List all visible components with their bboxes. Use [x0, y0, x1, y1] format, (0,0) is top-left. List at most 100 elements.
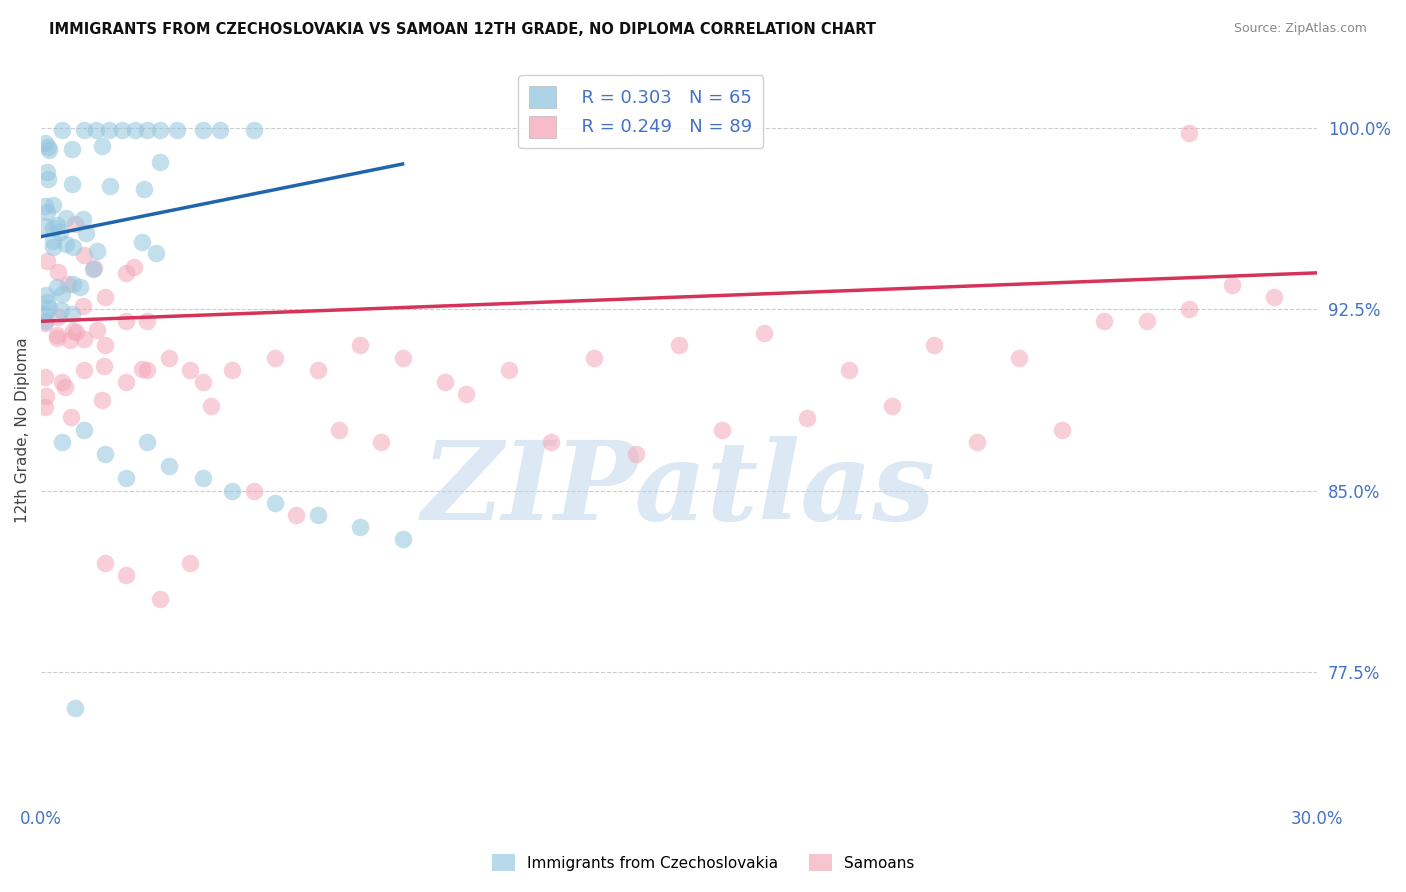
Point [49, 225, 72, 239]
Point [72, 299, 94, 313]
Point [60, 410, 83, 425]
Point [73, 332, 96, 346]
Point [38, 301, 60, 315]
Point [35, 165, 58, 179]
Point [136, 435, 159, 450]
Point [86, 323, 108, 337]
Point [34, 316, 56, 330]
Point [221, 483, 243, 498]
Point [115, 471, 138, 485]
Point [55, 236, 77, 251]
Point [46, 327, 69, 342]
Point [208, 123, 231, 137]
Point [115, 266, 138, 280]
Point [35, 288, 58, 302]
Point [62, 239, 84, 253]
Point [34, 136, 56, 150]
Point [349, 520, 371, 534]
Point [34, 401, 56, 415]
Point [59, 333, 82, 347]
Point [62, 324, 84, 338]
Point [370, 435, 392, 450]
Point [72, 423, 94, 437]
Point [540, 435, 562, 450]
Point [51, 435, 73, 450]
Point [221, 362, 243, 376]
Point [46, 310, 69, 325]
Point [391, 532, 413, 546]
Point [136, 362, 159, 376]
Point [34, 199, 56, 213]
Point [131, 361, 153, 376]
Point [1008, 351, 1031, 365]
Point [94, 556, 117, 570]
Point [60, 142, 83, 156]
Point [73, 248, 96, 262]
Text: Source: ZipAtlas.com: Source: ZipAtlas.com [1233, 22, 1367, 36]
Point [157, 351, 180, 365]
Point [131, 235, 153, 250]
Point [60, 177, 83, 191]
Point [60, 307, 83, 321]
Point [62, 277, 84, 291]
Point [796, 411, 818, 425]
Point [45, 279, 67, 293]
Point [94, 447, 117, 461]
Point [93, 359, 115, 373]
Text: IMMIGRANTS FROM CZECHOSLOVAKIA VS SAMOAN 12TH GRADE, NO DIPLOMA CORRELATION CHAR: IMMIGRANTS FROM CZECHOSLOVAKIA VS SAMOAN… [49, 22, 876, 37]
Point [1136, 314, 1159, 328]
Point [53, 380, 76, 394]
Point [179, 362, 201, 376]
Point [132, 182, 155, 196]
Point [307, 508, 329, 522]
Point [38, 143, 60, 157]
Point [34, 314, 56, 328]
Point [37, 171, 59, 186]
Y-axis label: 12th Grade, No Diploma: 12th Grade, No Diploma [15, 337, 30, 523]
Point [191, 471, 214, 485]
Point [838, 362, 860, 376]
Point [51, 375, 73, 389]
Point [42, 198, 65, 212]
Point [200, 399, 222, 413]
Point [72, 123, 94, 137]
Point [880, 399, 903, 413]
Legend:   R = 0.303   N = 65,   R = 0.249   N = 89: R = 0.303 N = 65, R = 0.249 N = 89 [517, 76, 763, 148]
Point [82, 261, 104, 276]
Point [149, 154, 172, 169]
Point [285, 508, 308, 522]
Point [34, 219, 56, 233]
Point [35, 204, 58, 219]
Point [157, 459, 180, 474]
Point [69, 279, 91, 293]
Point [124, 123, 146, 137]
Point [42, 221, 65, 235]
Point [668, 338, 690, 352]
Point [191, 375, 214, 389]
Point [51, 123, 73, 137]
Point [34, 307, 56, 321]
Point [37, 140, 59, 154]
Point [456, 387, 478, 401]
Point [63, 701, 86, 715]
Point [94, 338, 117, 352]
Point [136, 314, 159, 328]
Point [42, 239, 65, 253]
Point [122, 260, 145, 275]
Point [83, 260, 105, 275]
Point [46, 265, 69, 279]
Point [1050, 423, 1073, 437]
Point [90, 138, 112, 153]
Point [391, 351, 413, 365]
Point [65, 325, 87, 339]
Point [242, 123, 264, 137]
Point [75, 226, 97, 240]
Text: ZIPatlas: ZIPatlas [422, 436, 936, 544]
Point [307, 362, 329, 376]
Point [1092, 314, 1115, 328]
Point [434, 375, 457, 389]
Point [1178, 302, 1201, 317]
Point [710, 423, 733, 437]
Point [58, 277, 80, 292]
Point [114, 314, 136, 328]
